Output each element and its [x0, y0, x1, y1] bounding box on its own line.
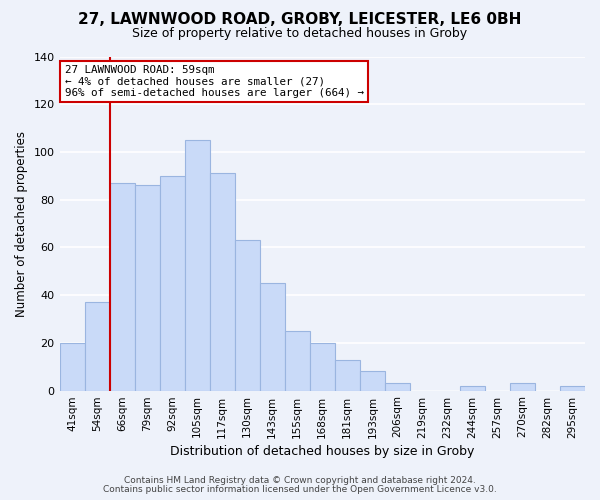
Bar: [235, 240, 260, 390]
Bar: [510, 384, 535, 390]
Bar: [85, 302, 110, 390]
Bar: [310, 343, 335, 390]
Bar: [260, 283, 285, 391]
Y-axis label: Number of detached properties: Number of detached properties: [15, 130, 28, 316]
Text: Size of property relative to detached houses in Groby: Size of property relative to detached ho…: [133, 28, 467, 40]
Bar: [185, 140, 209, 390]
Text: Contains HM Land Registry data © Crown copyright and database right 2024.: Contains HM Land Registry data © Crown c…: [124, 476, 476, 485]
Bar: [335, 360, 360, 390]
Bar: [209, 174, 235, 390]
Bar: [134, 186, 160, 390]
Text: Contains public sector information licensed under the Open Government Licence v3: Contains public sector information licen…: [103, 485, 497, 494]
Bar: [560, 386, 585, 390]
Bar: [385, 384, 410, 390]
Bar: [160, 176, 185, 390]
Bar: [285, 331, 310, 390]
Text: 27 LAWNWOOD ROAD: 59sqm
← 4% of detached houses are smaller (27)
96% of semi-det: 27 LAWNWOOD ROAD: 59sqm ← 4% of detached…: [65, 65, 364, 98]
Bar: [59, 343, 85, 390]
Bar: [110, 183, 134, 390]
Bar: [360, 372, 385, 390]
Bar: [460, 386, 485, 390]
Text: 27, LAWNWOOD ROAD, GROBY, LEICESTER, LE6 0BH: 27, LAWNWOOD ROAD, GROBY, LEICESTER, LE6…: [79, 12, 521, 28]
X-axis label: Distribution of detached houses by size in Groby: Distribution of detached houses by size …: [170, 444, 475, 458]
